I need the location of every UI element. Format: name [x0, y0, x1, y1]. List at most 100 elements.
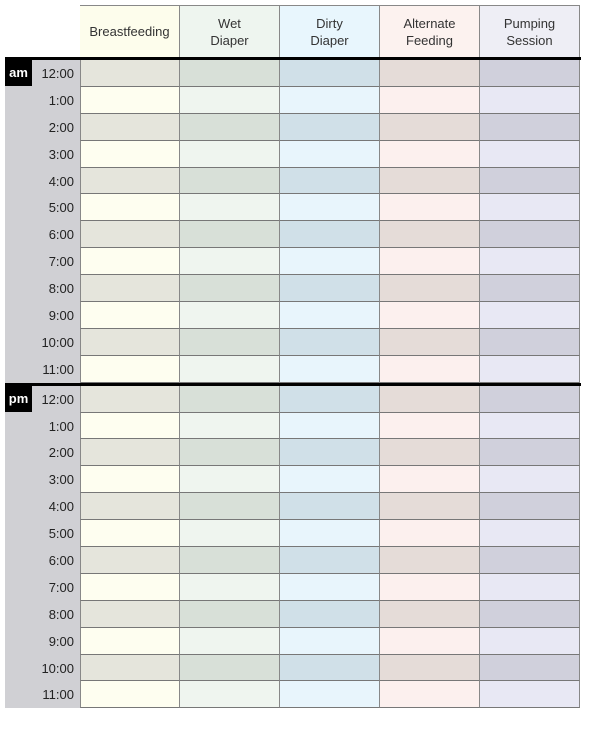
- log-cell[interactable]: [80, 681, 180, 709]
- log-cell[interactable]: [180, 221, 280, 249]
- log-cell[interactable]: [280, 412, 380, 440]
- log-cell[interactable]: [180, 86, 280, 114]
- log-cell[interactable]: [480, 194, 580, 222]
- log-cell[interactable]: [380, 627, 480, 655]
- log-cell[interactable]: [480, 248, 580, 276]
- log-cell[interactable]: [280, 167, 380, 195]
- log-cell[interactable]: [80, 221, 180, 249]
- log-cell[interactable]: [80, 355, 180, 383]
- log-cell[interactable]: [280, 573, 380, 601]
- log-cell[interactable]: [480, 493, 580, 521]
- log-cell[interactable]: [480, 275, 580, 303]
- log-cell[interactable]: [80, 275, 180, 303]
- log-cell[interactable]: [280, 113, 380, 141]
- log-cell[interactable]: [280, 221, 380, 249]
- log-cell[interactable]: [180, 302, 280, 329]
- log-cell[interactable]: [380, 573, 480, 601]
- log-cell[interactable]: [280, 60, 380, 87]
- log-cell[interactable]: [380, 167, 480, 195]
- log-cell[interactable]: [380, 466, 480, 494]
- log-cell[interactable]: [480, 328, 580, 356]
- log-cell[interactable]: [280, 547, 380, 574]
- log-cell[interactable]: [180, 520, 280, 548]
- log-cell[interactable]: [480, 140, 580, 168]
- log-cell[interactable]: [480, 520, 580, 548]
- log-cell[interactable]: [180, 412, 280, 440]
- log-cell[interactable]: [280, 140, 380, 168]
- log-cell[interactable]: [80, 600, 180, 628]
- log-cell[interactable]: [80, 573, 180, 601]
- log-cell[interactable]: [180, 493, 280, 521]
- log-cell[interactable]: [80, 493, 180, 521]
- log-cell[interactable]: [180, 194, 280, 222]
- log-cell[interactable]: [80, 520, 180, 548]
- log-cell[interactable]: [280, 466, 380, 494]
- log-cell[interactable]: [180, 681, 280, 709]
- log-cell[interactable]: [80, 248, 180, 276]
- log-cell[interactable]: [480, 466, 580, 494]
- log-cell[interactable]: [380, 221, 480, 249]
- log-cell[interactable]: [480, 600, 580, 628]
- log-cell[interactable]: [180, 328, 280, 356]
- log-cell[interactable]: [180, 627, 280, 655]
- log-cell[interactable]: [380, 412, 480, 440]
- log-cell[interactable]: [180, 600, 280, 628]
- log-cell[interactable]: [380, 275, 480, 303]
- log-cell[interactable]: [280, 328, 380, 356]
- log-cell[interactable]: [280, 302, 380, 329]
- log-cell[interactable]: [80, 60, 180, 87]
- log-cell[interactable]: [480, 439, 580, 467]
- log-cell[interactable]: [280, 385, 380, 413]
- log-cell[interactable]: [380, 547, 480, 574]
- log-cell[interactable]: [80, 328, 180, 356]
- log-cell[interactable]: [480, 681, 580, 709]
- log-cell[interactable]: [80, 654, 180, 682]
- log-cell[interactable]: [380, 654, 480, 682]
- log-cell[interactable]: [480, 167, 580, 195]
- log-cell[interactable]: [380, 140, 480, 168]
- log-cell[interactable]: [180, 466, 280, 494]
- log-cell[interactable]: [180, 385, 280, 413]
- log-cell[interactable]: [180, 275, 280, 303]
- log-cell[interactable]: [80, 627, 180, 655]
- log-cell[interactable]: [180, 113, 280, 141]
- log-cell[interactable]: [380, 355, 480, 383]
- log-cell[interactable]: [380, 302, 480, 329]
- log-cell[interactable]: [180, 654, 280, 682]
- log-cell[interactable]: [380, 194, 480, 222]
- log-cell[interactable]: [380, 86, 480, 114]
- log-cell[interactable]: [280, 627, 380, 655]
- log-cell[interactable]: [280, 355, 380, 383]
- log-cell[interactable]: [280, 194, 380, 222]
- log-cell[interactable]: [80, 439, 180, 467]
- log-cell[interactable]: [380, 439, 480, 467]
- log-cell[interactable]: [180, 140, 280, 168]
- log-cell[interactable]: [180, 547, 280, 574]
- log-cell[interactable]: [180, 573, 280, 601]
- log-cell[interactable]: [480, 654, 580, 682]
- log-cell[interactable]: [80, 302, 180, 329]
- log-cell[interactable]: [80, 140, 180, 168]
- log-cell[interactable]: [280, 681, 380, 709]
- log-cell[interactable]: [80, 113, 180, 141]
- log-cell[interactable]: [380, 385, 480, 413]
- log-cell[interactable]: [280, 493, 380, 521]
- log-cell[interactable]: [480, 355, 580, 383]
- log-cell[interactable]: [380, 248, 480, 276]
- log-cell[interactable]: [180, 248, 280, 276]
- log-cell[interactable]: [280, 86, 380, 114]
- log-cell[interactable]: [180, 167, 280, 195]
- log-cell[interactable]: [480, 627, 580, 655]
- log-cell[interactable]: [180, 60, 280, 87]
- log-cell[interactable]: [380, 493, 480, 521]
- log-cell[interactable]: [280, 654, 380, 682]
- log-cell[interactable]: [80, 466, 180, 494]
- log-cell[interactable]: [80, 194, 180, 222]
- log-cell[interactable]: [80, 167, 180, 195]
- log-cell[interactable]: [480, 60, 580, 87]
- log-cell[interactable]: [380, 520, 480, 548]
- log-cell[interactable]: [480, 113, 580, 141]
- log-cell[interactable]: [80, 385, 180, 413]
- log-cell[interactable]: [380, 60, 480, 87]
- log-cell[interactable]: [480, 86, 580, 114]
